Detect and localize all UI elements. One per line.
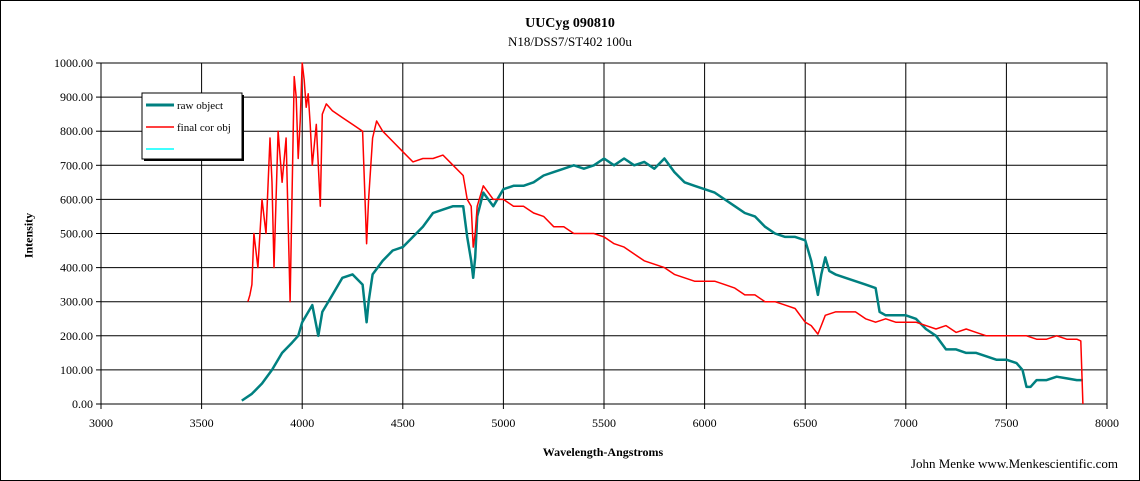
y-tick-label: 0.00 <box>72 397 93 411</box>
y-tick-label: 700.00 <box>60 158 93 172</box>
credit-text: John Menke www.Menkescientific.com <box>910 456 1118 471</box>
y-tick-label: 500.00 <box>60 227 93 241</box>
y-tick-label: 800.00 <box>60 124 93 138</box>
y-tick-label: 1000.00 <box>54 56 93 70</box>
legend-entry: final cor obj <box>177 122 231 134</box>
y-tick-label: 100.00 <box>60 363 93 377</box>
x-tick-label: 6500 <box>793 416 817 430</box>
x-tick-label: 8000 <box>1095 416 1119 430</box>
x-tick-label: 7500 <box>994 416 1018 430</box>
series-line-raw-object <box>241 157 1083 402</box>
y-tick-label: 400.00 <box>60 261 93 275</box>
y-tick-label: 900.00 <box>60 90 93 104</box>
x-tick-label: 7000 <box>894 416 918 430</box>
y-tick-label: 600.00 <box>60 192 93 206</box>
y-tick-label: 200.00 <box>60 329 93 343</box>
x-axis-label: Wavelength-Angstroms <box>542 445 664 459</box>
x-tick-label: 5500 <box>592 416 616 430</box>
x-tick-label: 3500 <box>190 416 214 430</box>
x-tick-label: 3000 <box>89 416 113 430</box>
series-line-final-cor-obj <box>247 62 1084 405</box>
x-tick-label: 6000 <box>693 416 717 430</box>
x-tick-label: 4500 <box>391 416 415 430</box>
x-tick-label: 4000 <box>290 416 314 430</box>
chart-subtitle: N18/DSS7/ST402 100u <box>508 34 632 49</box>
chart-title: UUCyg 090810 <box>525 16 615 31</box>
legend-entry: raw object <box>177 100 223 112</box>
y-tick-label: 300.00 <box>60 295 93 309</box>
x-tick-label: 5000 <box>491 416 515 430</box>
